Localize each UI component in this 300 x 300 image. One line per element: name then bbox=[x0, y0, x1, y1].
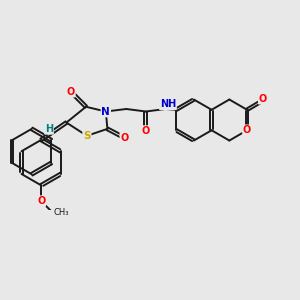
Text: O: O bbox=[259, 94, 267, 104]
Text: O: O bbox=[37, 196, 45, 206]
Text: O: O bbox=[67, 87, 75, 97]
Text: NH: NH bbox=[160, 99, 176, 109]
Text: O: O bbox=[142, 126, 150, 136]
Text: H: H bbox=[45, 124, 53, 134]
Text: O: O bbox=[243, 125, 251, 135]
Text: S: S bbox=[83, 131, 91, 141]
Text: O: O bbox=[120, 133, 129, 143]
Text: N: N bbox=[101, 106, 110, 116]
Text: CH₃: CH₃ bbox=[53, 208, 69, 217]
